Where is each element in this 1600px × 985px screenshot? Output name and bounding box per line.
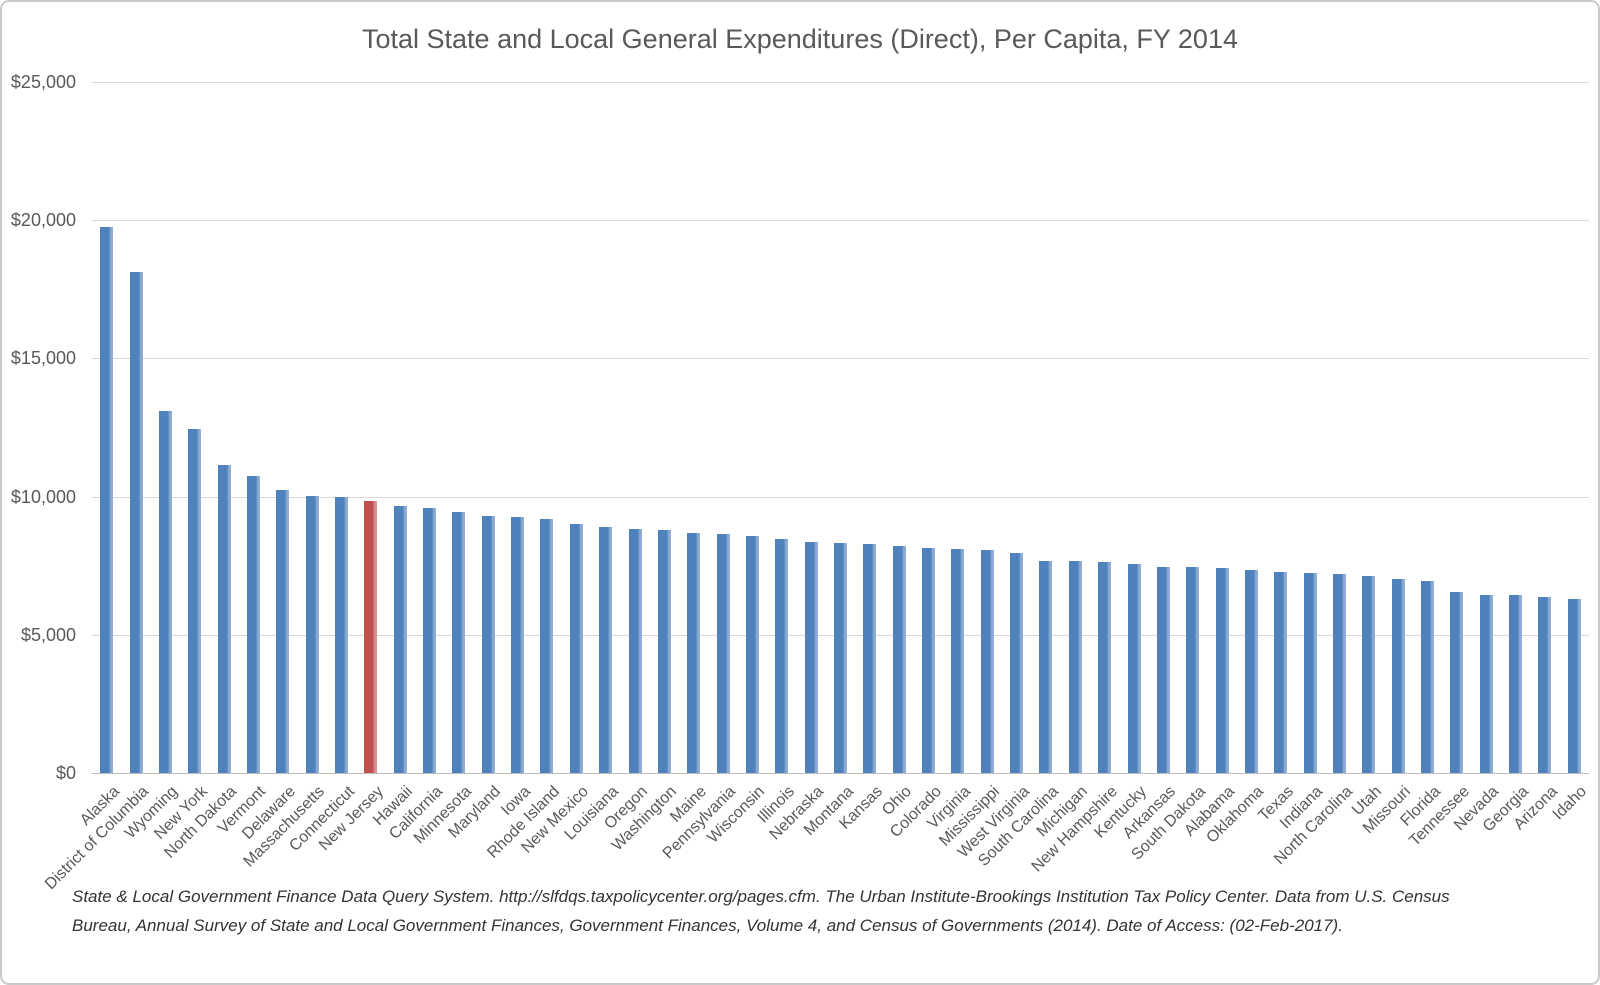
bar-idaho: [1567, 598, 1581, 773]
bar-wyoming: [158, 410, 172, 773]
bar-maine: [687, 533, 701, 773]
bar-tennessee: [1450, 591, 1464, 773]
bar-montana: [834, 542, 847, 773]
bar-massachusetts: [305, 495, 319, 773]
bar-arizona: [1538, 597, 1552, 773]
bar-rhode-island: [540, 518, 554, 773]
bar-georgia: [1509, 594, 1523, 773]
y-axis-tick-label-5000: $5,000: [20, 624, 76, 645]
gridline-15000: [92, 358, 1589, 360]
footnote-line-1: State & Local Government Finance Data Qu…: [72, 887, 1450, 906]
bar-ohio: [892, 545, 906, 773]
bar-kentucky: [1127, 564, 1141, 773]
gridline-20000: [92, 220, 1589, 222]
bar-nevada: [1479, 594, 1493, 773]
bar-north-dakota: [217, 465, 231, 773]
bar-oregon: [628, 528, 642, 773]
bar-south-carolina: [1039, 561, 1053, 773]
footnote-line-2: Bureau, Annual Survey of State and Local…: [72, 916, 1343, 935]
bar-illinois: [775, 538, 789, 773]
bar-california: [423, 508, 437, 773]
bar-wisconsin: [745, 536, 759, 773]
gridline-10000: [92, 496, 1589, 498]
bar-alabama: [1215, 567, 1229, 773]
bar-mississippi: [980, 549, 994, 773]
bar-district-of-columbia: [129, 271, 143, 773]
y-axis-tick-label-0: $0: [55, 763, 76, 783]
bar-new-york: [188, 428, 202, 773]
bar-maryland: [481, 515, 495, 773]
bar-hawaii: [393, 506, 407, 773]
bar-new-mexico: [569, 524, 583, 773]
bar-north-carolina: [1333, 574, 1346, 773]
bar-michigan: [1068, 561, 1082, 773]
bar-kansas: [863, 544, 877, 773]
bar-vermont: [246, 475, 260, 773]
y-axis-tick-label-20000: $20,000: [10, 210, 76, 231]
source-footnote: State & Local Government Finance Data Qu…: [72, 882, 1542, 940]
bar-new-hampshire: [1098, 561, 1112, 773]
bar-south-dakota: [1186, 567, 1200, 773]
bar-colorado: [922, 548, 936, 773]
bar-utah: [1362, 576, 1376, 773]
y-axis-tick-label-10000: $10,000: [10, 486, 76, 507]
bar-florida: [1421, 581, 1435, 773]
bar-washington: [657, 530, 671, 773]
bar-nebraska: [804, 541, 818, 773]
gridline-25000: [92, 82, 1589, 83]
bar-oklahoma: [1244, 569, 1258, 773]
bar-indiana: [1303, 573, 1317, 773]
bar-connecticut: [335, 497, 348, 773]
gridline-0: [92, 773, 1589, 774]
bar-louisiana: [599, 527, 613, 773]
bar-new-jersey: [364, 500, 378, 773]
bar-minnesota: [452, 512, 466, 773]
bar-virginia: [951, 549, 965, 773]
chart-title: Total State and Local General Expenditur…: [362, 24, 1238, 54]
plot-area: $25,000 $20,000 $15,000 $10,000 $5,000 $0 Alas…: [11, 72, 1590, 893]
bar-west-virginia: [1010, 552, 1024, 773]
bar-arkansas: [1156, 566, 1170, 773]
bar-iowa: [511, 517, 525, 773]
y-axis-tick-label-15000: $15,000: [10, 348, 76, 369]
bar-pennsylvania: [716, 533, 730, 773]
y-axis-tick-label-25000: $25,000: [10, 72, 76, 92]
bar-delaware: [276, 489, 290, 773]
bar-missouri: [1391, 578, 1405, 773]
bar-alaska: [100, 226, 114, 773]
bar-texas: [1274, 572, 1288, 773]
